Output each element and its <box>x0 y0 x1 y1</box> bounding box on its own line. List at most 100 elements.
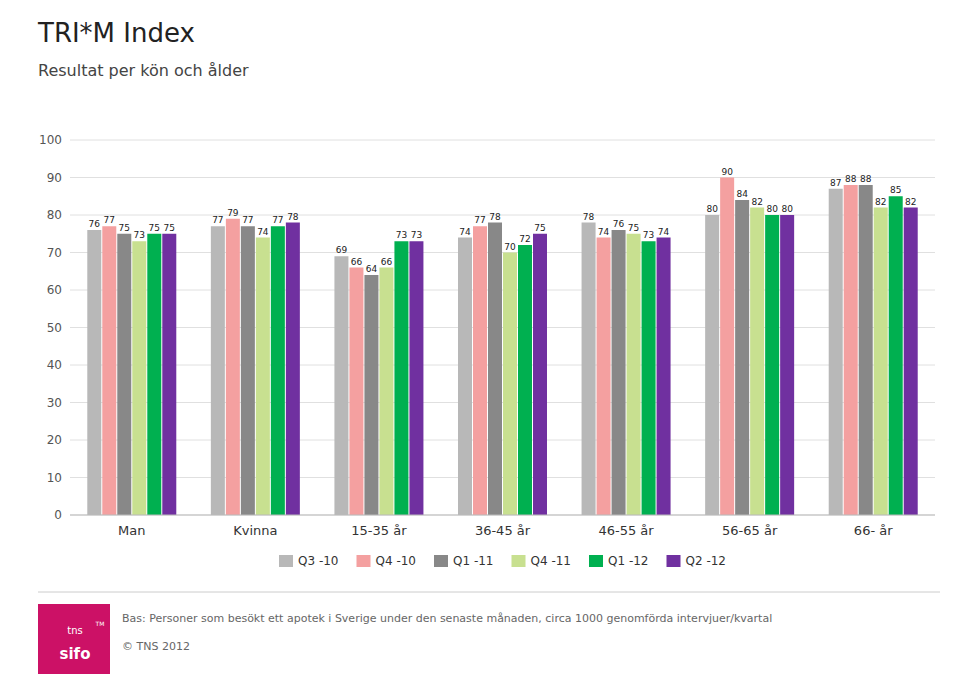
legend-swatch <box>512 555 526 567</box>
data-labels: 7677697478808777796677749088757764787684… <box>89 167 917 275</box>
footnote: Bas: Personer som besökt ett apotek i Sv… <box>122 612 772 625</box>
data-label: 77 <box>272 215 283 225</box>
subtitle: Resultat per kön och ålder <box>38 61 249 80</box>
legend-item: Q2 -12 <box>667 554 727 568</box>
bar <box>904 208 918 516</box>
legend-label: Q1 -11 <box>453 554 494 568</box>
bar <box>117 234 131 515</box>
data-label: 72 <box>519 234 530 244</box>
bar <box>226 219 240 515</box>
y-tick-label: 40 <box>47 358 62 372</box>
grid-line <box>70 402 935 403</box>
data-label: 75 <box>119 223 130 233</box>
legend-swatch <box>667 555 681 567</box>
legend-label: Q3 -10 <box>298 554 339 568</box>
data-label: 73 <box>643 230 654 240</box>
grid-line <box>70 327 935 328</box>
data-label: 78 <box>489 212 501 222</box>
bar <box>705 215 719 515</box>
x-tick-label: Kvinna <box>233 523 277 538</box>
legend-label: Q4 -10 <box>376 554 417 568</box>
copyright: © TNS 2012 <box>122 640 190 653</box>
legend-swatch <box>279 555 293 567</box>
bar <box>132 241 146 515</box>
bar <box>87 230 101 515</box>
y-tick-label: 60 <box>47 283 62 297</box>
bar <box>859 185 873 515</box>
logo-text: tns <box>67 625 82 636</box>
grid-line <box>70 215 935 216</box>
bar <box>271 226 285 515</box>
x-tick-label: 15-35 år <box>351 523 407 538</box>
y-tick-label: 30 <box>47 396 62 410</box>
x-tick-label: Man <box>118 523 145 538</box>
data-label: 74 <box>598 227 610 237</box>
logo-text: sifo <box>60 645 91 663</box>
legend-swatch <box>589 555 603 567</box>
bar <box>147 234 161 515</box>
bar <box>642 241 656 515</box>
bar <box>657 238 671 516</box>
data-label: 74 <box>257 227 269 237</box>
bar <box>349 268 363 516</box>
x-tick-label: 36-45 år <box>475 523 531 538</box>
data-label: 66 <box>351 257 363 267</box>
logo: tnssifoTM <box>38 604 110 674</box>
bar <box>780 215 794 515</box>
legend-item: Q4 -11 <box>512 554 572 568</box>
data-label: 74 <box>459 227 471 237</box>
bar <box>488 223 502 516</box>
data-label: 75 <box>534 223 545 233</box>
data-label: 75 <box>628 223 639 233</box>
data-label: 82 <box>905 197 916 207</box>
bar <box>379 268 393 516</box>
bar <box>211 226 225 515</box>
bar <box>533 234 547 515</box>
data-label: 88 <box>860 174 872 184</box>
data-label: 69 <box>336 245 348 255</box>
data-label: 75 <box>149 223 160 233</box>
bar <box>409 241 423 515</box>
legend-label: Q2 -12 <box>686 554 727 568</box>
x-axis-line <box>70 515 935 516</box>
bar <box>256 238 270 516</box>
bar <box>889 196 903 515</box>
data-label: 80 <box>766 204 778 214</box>
grid-line <box>70 140 935 141</box>
x-tick-label: 66- år <box>854 523 893 538</box>
bar <box>844 185 858 515</box>
data-label: 77 <box>242 215 253 225</box>
data-label: 82 <box>751 197 762 207</box>
data-label: 77 <box>104 215 115 225</box>
data-label: 87 <box>830 178 841 188</box>
data-label: 90 <box>721 167 733 177</box>
x-axis: ManKvinna15-35 år36-45 år46-55 år56-65 å… <box>118 523 893 538</box>
bar <box>582 223 596 516</box>
data-label: 66 <box>381 257 393 267</box>
bar <box>518 245 532 515</box>
bar <box>286 223 300 516</box>
separator <box>38 592 940 593</box>
data-label: 73 <box>134 230 145 240</box>
legend-item: Q4 -10 <box>357 554 417 568</box>
y-tick-label: 50 <box>47 321 62 335</box>
bars <box>87 178 917 516</box>
bar <box>750 208 764 516</box>
y-tick-label: 20 <box>47 433 62 447</box>
grid-line <box>70 252 935 253</box>
data-label: 70 <box>504 242 516 252</box>
y-tick-label: 90 <box>47 171 62 185</box>
bar <box>364 275 378 515</box>
data-label: 82 <box>875 197 886 207</box>
bar <box>241 226 255 515</box>
data-label: 73 <box>411 230 422 240</box>
grid-line <box>70 365 935 366</box>
bar <box>458 238 472 516</box>
data-label: 85 <box>890 185 901 195</box>
chart: TRI*M IndexResultat per kön och ålder010… <box>0 0 960 696</box>
bar <box>829 189 843 515</box>
bar <box>597 238 611 516</box>
bar <box>765 215 779 515</box>
bar <box>102 226 116 515</box>
bar <box>334 256 348 515</box>
